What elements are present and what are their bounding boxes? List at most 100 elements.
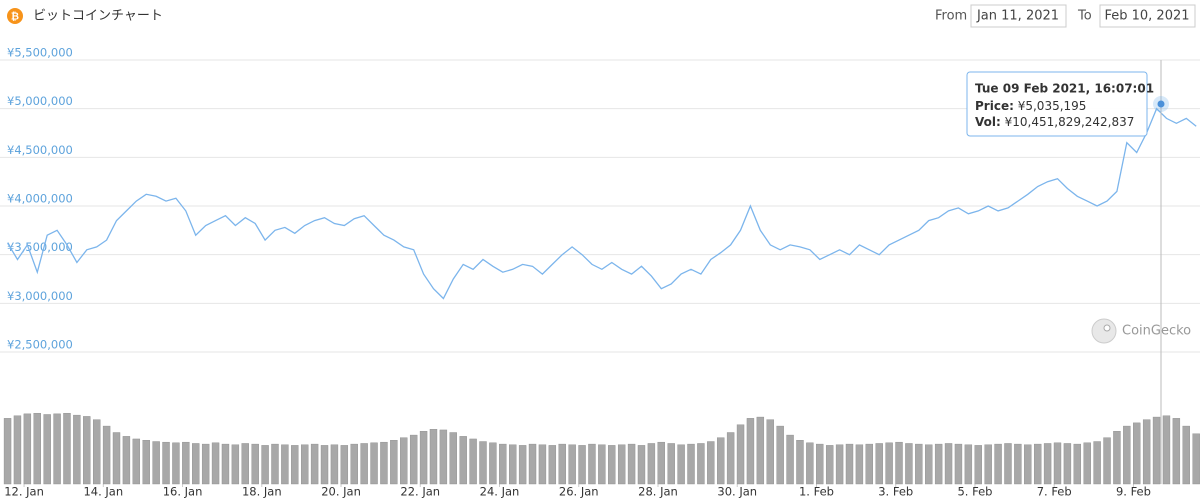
volume-bar: [637, 445, 646, 485]
volume-bar: [271, 443, 279, 485]
volume-bar: [667, 443, 675, 485]
volume-bar: [598, 444, 606, 485]
volume-bar: [92, 419, 101, 485]
volume-bar: [647, 443, 656, 485]
watermark-eye: [1103, 324, 1111, 332]
hover-marker: [1157, 100, 1165, 108]
volume-bar: [756, 416, 765, 485]
volume-bar: [350, 443, 358, 485]
plot: [7, 107, 1197, 300]
volume-bar: [1073, 443, 1082, 485]
volume-bar: [439, 429, 448, 485]
volume-bar: [1152, 416, 1161, 485]
volume-bar: [538, 444, 547, 485]
volume-bar: [211, 442, 220, 485]
volume-bar: [449, 432, 457, 485]
volume-bar: [13, 415, 22, 485]
volume-bar: [568, 444, 576, 485]
volume-bar: [518, 445, 527, 485]
volume-bar: [1142, 419, 1151, 485]
volume-bar: [617, 444, 626, 485]
volume-bar: [806, 442, 814, 485]
y-tick-label: ¥3,000,000: [7, 289, 73, 303]
volume-bar: [1113, 431, 1121, 485]
volume-bar: [400, 437, 408, 485]
volume-bar: [53, 413, 61, 485]
volume-bar: [1182, 425, 1190, 485]
volume-bar: [1033, 443, 1042, 485]
volume-bar: [330, 444, 339, 485]
volume-bar: [152, 441, 160, 485]
volume-bar: [786, 434, 794, 485]
volume-bar: [73, 414, 81, 485]
volume-bar: [182, 441, 190, 485]
volume-bar: [726, 432, 735, 485]
volume-bar: [281, 444, 289, 485]
to-value: Feb 10, 2021: [1104, 9, 1189, 24]
volume-bar: [499, 443, 507, 485]
volume-bar: [984, 444, 992, 485]
from-input[interactable]: [970, 4, 1067, 28]
volume-bar: [964, 444, 973, 485]
y-tick-label: ¥5,000,000: [7, 94, 73, 108]
volume-bar: [3, 418, 12, 485]
volume-bar: [231, 444, 240, 485]
bitcoin-icon-glyph: ₿: [11, 11, 19, 23]
volume-bar: [1053, 442, 1062, 485]
x-tick-label: 28. Jan: [638, 485, 678, 499]
tooltip-price: Price: ¥5,035,195: [975, 99, 1086, 113]
volume-bar: [687, 443, 695, 485]
from-label: From: [935, 9, 967, 24]
volume-bar: [746, 418, 755, 485]
volume-bar: [162, 441, 170, 485]
volume-bar: [301, 444, 309, 485]
volume-bar: [1133, 422, 1141, 485]
volume-bar: [578, 445, 586, 485]
volume-bar: [796, 440, 804, 485]
watermark: CoinGecko: [1122, 324, 1191, 339]
volume-bar: [548, 445, 557, 485]
bitcoin-icon: [7, 8, 23, 24]
x-tick-label: 22. Jan: [400, 485, 440, 499]
x-tick-label: 16. Jan: [163, 485, 203, 499]
y-tick-label: ¥5,500,000: [7, 46, 73, 60]
volume-bar: [33, 412, 41, 485]
volume-bar: [390, 440, 398, 485]
volume-bar: [1123, 425, 1131, 485]
volume-bar: [251, 443, 259, 485]
x-tick-label: 30. Jan: [717, 485, 757, 499]
x-tick-label: 1. Feb: [799, 485, 834, 499]
volume-bar: [409, 434, 418, 485]
volume-bar: [934, 443, 943, 485]
volume-bar: [944, 443, 953, 485]
volume-bar: [776, 425, 784, 485]
volume-bar: [122, 436, 131, 485]
x-tick-label: 26. Jan: [559, 485, 599, 499]
to-input[interactable]: [1099, 4, 1196, 28]
volume-bar: [558, 443, 566, 485]
volume-bar: [657, 441, 665, 485]
volume-bar: [489, 442, 497, 485]
price-line: [7, 107, 1197, 300]
watermark-icon: [1091, 318, 1117, 344]
volume-bar: [1192, 433, 1200, 485]
chart-title: ビットコインチャート: [33, 9, 163, 24]
to-label: To: [1077, 9, 1092, 24]
tooltip-price-value: ¥5,035,195: [1018, 99, 1087, 113]
volume-bar: [677, 444, 685, 485]
tooltip-vol-value: ¥10,451,829,242,837: [1005, 115, 1135, 129]
volume-bar: [429, 429, 438, 485]
volume-bar: [192, 443, 200, 485]
volume-bar: [825, 445, 834, 485]
volume-bar: [974, 445, 982, 485]
volume-bar: [360, 443, 368, 485]
volume-bars: [3, 412, 1200, 485]
volume-bar: [855, 444, 864, 485]
volume-bar: [310, 443, 319, 485]
x-tick-label: 12. Jan: [4, 485, 44, 499]
volume-bar: [608, 445, 616, 485]
y-tick-label: ¥2,500,000: [7, 338, 73, 352]
y-tick-label: ¥3,500,000: [7, 240, 73, 254]
tooltip: [966, 71, 1148, 137]
volume-bar: [112, 432, 121, 485]
